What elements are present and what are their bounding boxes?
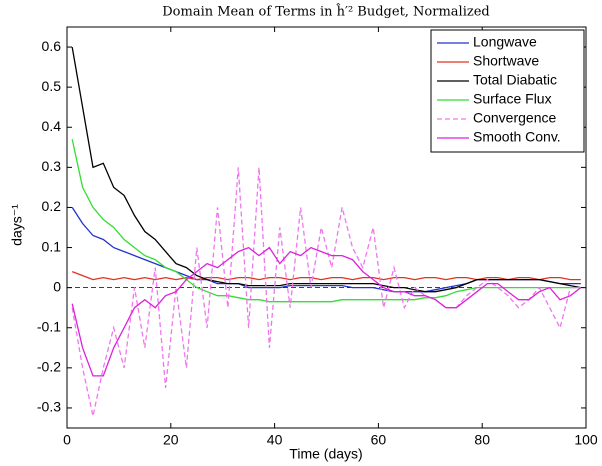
x-tick-label: 100 xyxy=(574,432,598,448)
y-tick-label: 0.4 xyxy=(42,118,62,134)
data-line xyxy=(71,46,581,293)
legend-label: Total Diabatic xyxy=(473,72,557,88)
x-axis-label: Time (days) xyxy=(289,446,362,462)
x-tick-label: 80 xyxy=(474,432,490,448)
y-tick-label: -0.1 xyxy=(37,318,61,334)
legend-label: Shortwave xyxy=(473,53,539,69)
y-tick-label: 0 xyxy=(53,278,61,294)
data-line xyxy=(71,246,582,377)
legend-label: Convergence xyxy=(473,110,556,126)
legend-label: Longwave xyxy=(473,34,537,50)
data-line xyxy=(71,270,581,281)
y-tick-label: 0.6 xyxy=(42,38,62,54)
y-tick-label: 0.5 xyxy=(42,78,62,94)
y-tick-label: -0.2 xyxy=(37,359,61,375)
data-line xyxy=(71,139,581,303)
y-tick-label: 0.2 xyxy=(42,198,62,214)
y-tick-label: 0.1 xyxy=(42,238,62,254)
data-line xyxy=(71,167,581,417)
y-tick-label: 0.3 xyxy=(42,158,62,174)
chart-title: Domain Mean of Terms in ĥ′² Budget, Norm… xyxy=(162,4,489,20)
x-tick-label: 60 xyxy=(371,432,387,448)
x-tick-label: 40 xyxy=(267,432,283,448)
plot-frame xyxy=(66,26,587,429)
y-axis-label: days⁻¹ xyxy=(9,204,25,246)
legend-label: Smooth Conv. xyxy=(473,129,561,145)
legend-label: Surface Flux xyxy=(473,91,552,107)
x-tick-label: 20 xyxy=(163,432,179,448)
x-tick-label: 0 xyxy=(63,432,71,448)
y-tick-label: -0.3 xyxy=(37,399,61,415)
legend-box xyxy=(430,29,585,153)
